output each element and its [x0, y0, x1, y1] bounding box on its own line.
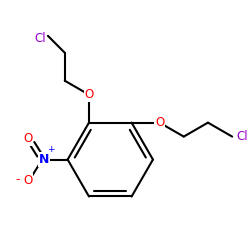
- Text: O: O: [23, 174, 32, 187]
- Text: Cl: Cl: [237, 130, 248, 143]
- Text: O: O: [84, 88, 94, 101]
- Text: O: O: [23, 132, 32, 145]
- Text: -: -: [15, 173, 20, 186]
- Text: O: O: [155, 116, 164, 129]
- Text: +: +: [48, 146, 55, 154]
- Text: N: N: [39, 153, 49, 166]
- Text: Cl: Cl: [35, 32, 46, 45]
